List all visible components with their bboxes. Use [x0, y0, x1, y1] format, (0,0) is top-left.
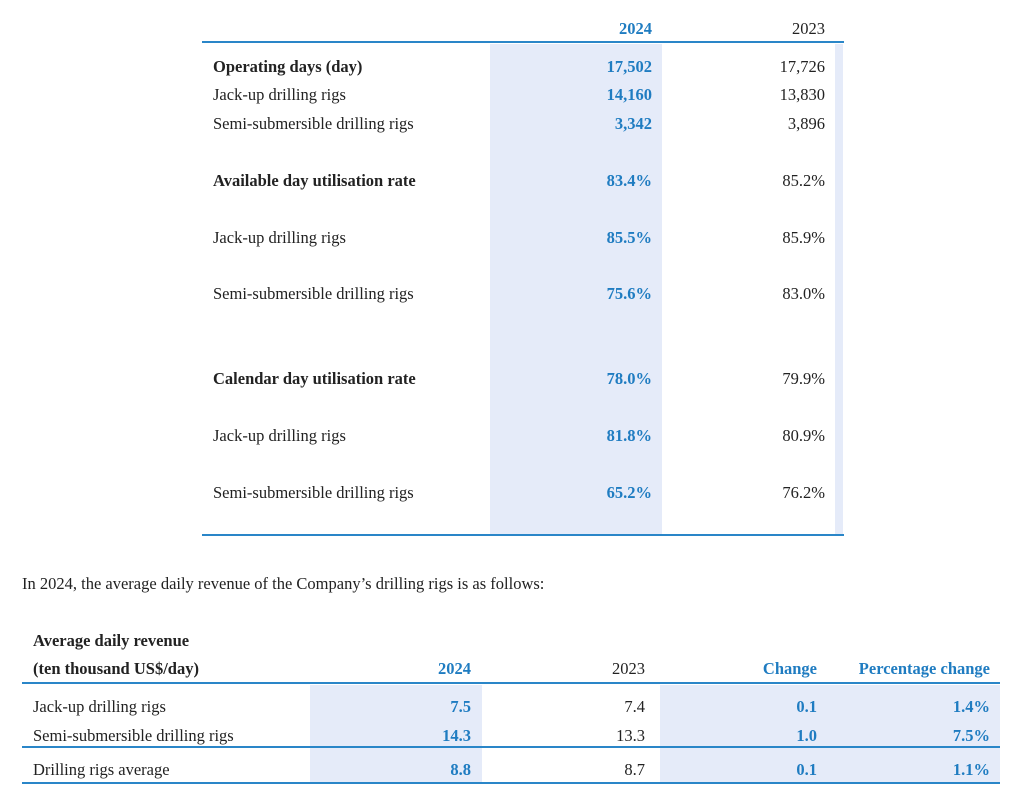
value-2023: 85.9% [782, 228, 825, 247]
bottom-rule [202, 534, 844, 536]
value-2023: 79.9% [782, 369, 825, 388]
value-2023: 13,830 [779, 85, 825, 104]
header-2023: 2023 [612, 659, 645, 678]
header-2023: 2023 [792, 19, 825, 38]
value-2024: 8.8 [450, 760, 471, 779]
value-2024: 3,342 [614, 114, 652, 133]
row-label: Semi-submersible drilling rigs [213, 114, 414, 133]
value-change: 0.1 [796, 760, 817, 779]
value-percentage-change: 1.1% [952, 760, 990, 779]
row-label: Jack-up drilling rigs [213, 228, 346, 247]
value-2024: 78.0% [606, 369, 652, 388]
value-2024: 81.8% [606, 426, 652, 445]
value-percentage-change: 7.5% [952, 726, 990, 745]
bottom-rule [22, 782, 1000, 784]
header-rule [22, 682, 1000, 684]
value-2024: 65.2% [606, 483, 652, 502]
intro-text: In 2024, the average daily revenue of th… [22, 574, 545, 593]
row-label: Semi-submersible drilling rigs [33, 726, 234, 745]
header-percentage-change: Percentage change [858, 659, 990, 678]
table-unit: (ten thousand US$/day) [33, 659, 199, 678]
value-percentage-change: 1.4% [952, 697, 990, 716]
column-change-shading [660, 685, 1000, 783]
value-2024: 14.3 [442, 726, 471, 745]
value-2024: 85.5% [606, 228, 652, 247]
subtotal-rule [22, 746, 1000, 748]
header-change: Change [762, 659, 817, 678]
value-2024: 17,502 [606, 57, 652, 76]
row-label: Operating days (day) [213, 57, 363, 76]
row-label: Jack-up drilling rigs [213, 85, 346, 104]
table-title: Average daily revenue [33, 631, 190, 650]
column-edge-shading [835, 44, 843, 534]
row-label: Semi-submersible drilling rigs [213, 284, 414, 303]
header-2024: 2024 [619, 19, 652, 38]
value-2023: 83.0% [782, 284, 825, 303]
value-2024: 75.6% [606, 284, 652, 303]
value-2024: 83.4% [606, 171, 652, 190]
row-label: Semi-submersible drilling rigs [213, 483, 414, 502]
value-2023: 80.9% [782, 426, 825, 445]
value-2023: 8.7 [624, 760, 645, 779]
value-2023: 76.2% [782, 483, 825, 502]
value-2023: 7.4 [624, 697, 645, 716]
value-2023: 13.3 [616, 726, 645, 745]
value-change: 0.1 [796, 697, 817, 716]
row-label: Jack-up drilling rigs [33, 697, 166, 716]
value-2023: 85.2% [782, 171, 825, 190]
header-2024: 2024 [438, 659, 471, 678]
column-2024-shading [310, 685, 482, 783]
value-2024: 7.5 [450, 697, 471, 716]
column-2024-shading [490, 44, 662, 534]
row-label: Jack-up drilling rigs [213, 426, 346, 445]
row-label: Calendar day utilisation rate [213, 369, 416, 388]
value-2023: 3,896 [787, 114, 825, 133]
value-2023: 17,726 [779, 57, 825, 76]
row-label: Drilling rigs average [33, 760, 170, 779]
value-change: 1.0 [796, 726, 817, 745]
value-2024: 14,160 [606, 85, 652, 104]
row-label: Available day utilisation rate [213, 171, 416, 190]
header-rule [202, 41, 844, 43]
